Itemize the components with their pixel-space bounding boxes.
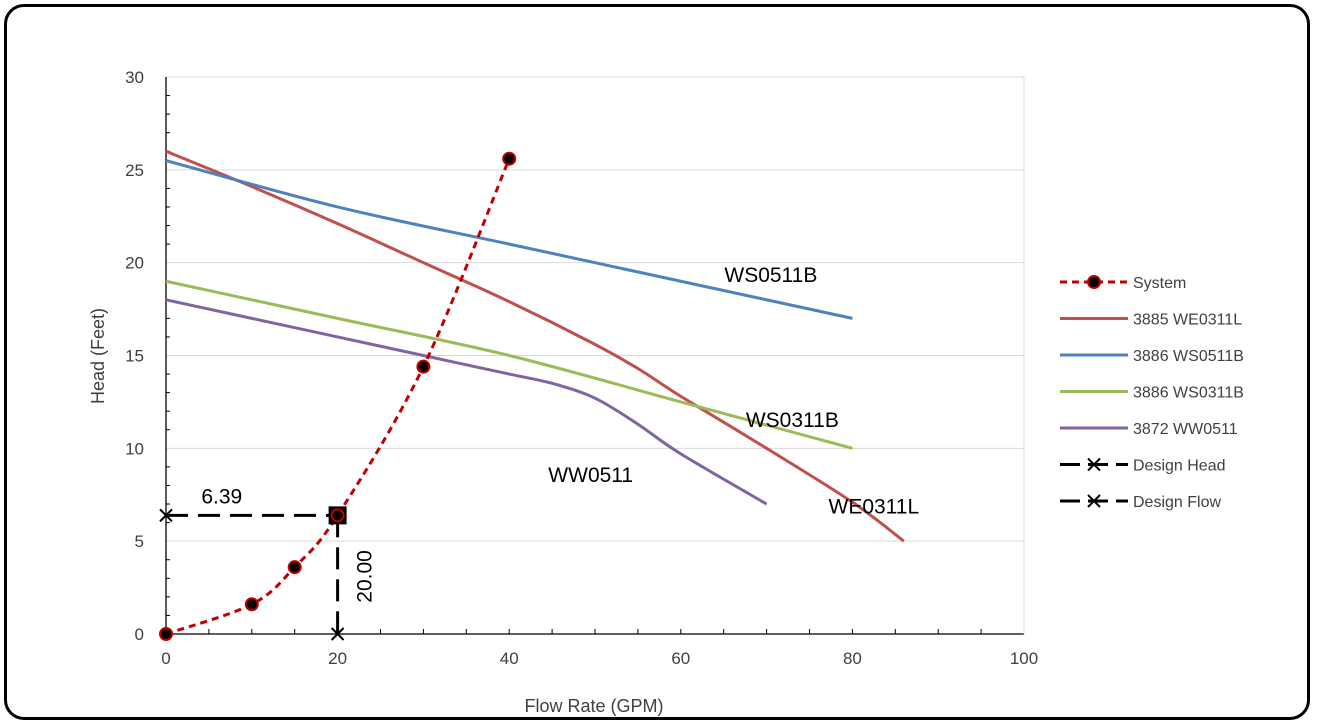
legend-label-design-head: Design Head: [1133, 458, 1226, 475]
curve-label-ws0311b: WS0311B: [746, 409, 839, 432]
legend-label-3886-ws0311b: 3886 WS0311B: [1133, 385, 1244, 402]
legend: System 3885 WE0311L 3886 WS0511B 3886 WS031…: [1060, 275, 1244, 511]
y-tick-labels: 0 5 10 15 20 25 30: [125, 68, 144, 644]
series-lines: [159, 149, 905, 641]
y-tick-label-10: 10: [125, 439, 144, 458]
series-line-3886-ws0311b: [165, 279, 853, 450]
system-point-0: [159, 627, 173, 641]
y-tick-label-30: 30: [125, 68, 144, 87]
legend-label-3886-ws0511b: 3886 WS0511B: [1133, 348, 1244, 365]
curve-labels: WS0511B WS0311B WW0511 WE0311L: [548, 264, 919, 518]
system-point-30: [416, 359, 431, 374]
system-point-20: [330, 508, 345, 523]
curve-label-we0311l: WE0311L: [829, 495, 920, 518]
system-point-15: [287, 560, 302, 575]
design-flow-label: 20.00: [354, 550, 377, 603]
x-tick-label-40: 40: [500, 649, 519, 668]
legend-marker-design-flow: [1087, 494, 1101, 508]
series-line-3885-we0311l: [165, 149, 905, 543]
x-tick-labels: 0 20 40 60 80 100: [161, 649, 1038, 668]
gridlines: [166, 76, 1024, 542]
y-tick-label-5: 5: [135, 532, 144, 551]
design-head-marker-start: [159, 508, 173, 523]
y-tick-label-0: 0: [135, 625, 144, 644]
legend-marker-system: [1087, 275, 1101, 289]
x-tick-label-0: 0: [161, 649, 170, 668]
curve-label-ww0511: WW0511: [548, 464, 633, 487]
x-tick-label-100: 100: [1010, 649, 1038, 668]
y-tick-label-15: 15: [125, 347, 144, 366]
system-point-10: [244, 597, 259, 612]
chart-frame: [4, 4, 1310, 720]
design-head-label: 6.39: [201, 485, 242, 508]
x-axis-title: Flow Rate (GPM): [524, 696, 663, 716]
design-flow-marker-end: [330, 627, 345, 641]
legend-label-3872-ww0511: 3872 WW0511: [1133, 421, 1238, 438]
curve-label-ws0511b: WS0511B: [724, 264, 817, 287]
system-point-40: [502, 151, 517, 166]
design-point-lines: 6.39 20.00: [159, 485, 377, 641]
axes: [165, 77, 1025, 635]
legend-label-3885-we0311l: 3885 WE0311L: [1133, 312, 1242, 329]
legend-label-system: System: [1133, 275, 1186, 292]
legend-marker-design-head: [1087, 457, 1101, 472]
series-line-3886-ws0511b: [165, 159, 853, 320]
legend-label-design-flow: Design Flow: [1133, 494, 1221, 511]
x-tick-label-20: 20: [328, 649, 347, 668]
series-line-3872-ww0511: [165, 298, 768, 506]
x-tick-label-60: 60: [671, 649, 690, 668]
y-tick-label-25: 25: [125, 161, 144, 180]
y-tick-label-20: 20: [125, 254, 144, 273]
y-axis-title: Head (Feet): [88, 308, 108, 404]
x-tick-label-80: 80: [843, 649, 862, 668]
